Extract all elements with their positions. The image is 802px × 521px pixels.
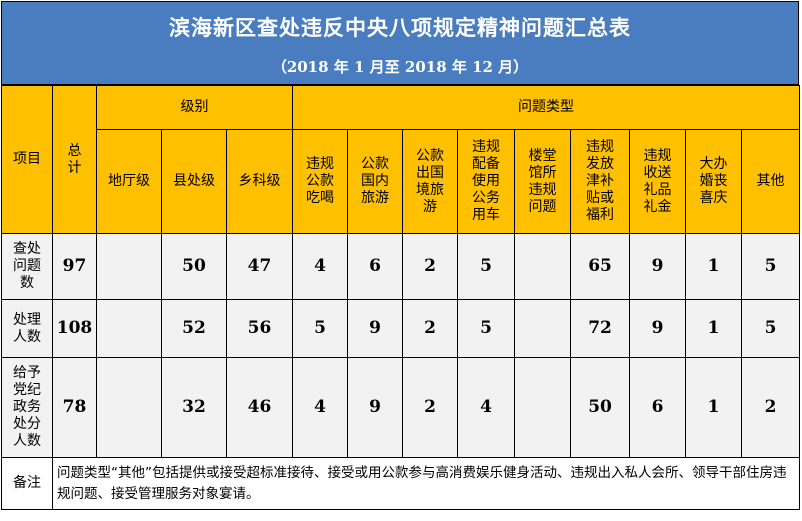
header-type: 楼堂馆所违规问题 xyxy=(514,129,572,234)
header-row-mid: 地厅级 县处级 乡科级 违规公款吃喝 公款国内旅游 公款出国境旅游 违规配备使用… xyxy=(2,129,801,234)
cell-type: 2 xyxy=(402,299,459,358)
cell-total: 78 xyxy=(52,357,97,458)
cell-type: 5 xyxy=(457,299,516,358)
cell-total: 97 xyxy=(52,233,97,300)
cell-type: 1 xyxy=(685,299,743,358)
note-text: 问题类型“其他”包括提供或接受超标准接待、接受或用公款参与高消费娱乐健身活动、违… xyxy=(51,457,801,510)
cell-type: 65 xyxy=(570,233,631,300)
header-type-group: 问题类型 xyxy=(292,85,801,130)
header-project: 项目 xyxy=(1,85,53,234)
header-type: 违规配备使用公务用车 xyxy=(457,129,516,234)
cell-level: 52 xyxy=(161,299,227,358)
title-banner: 滨海新区查处违反中央八项规定精神问题汇总表 （2018 年 1 月至 2018 … xyxy=(1,1,799,85)
cell-total: 108 xyxy=(52,299,97,358)
header-row-top: 项目 总计 级别 问题类型 xyxy=(1,85,801,234)
cell-level xyxy=(96,233,162,300)
header-level: 县处级 xyxy=(161,129,227,234)
note-label: 备注 xyxy=(1,457,53,510)
cell-type: 6 xyxy=(629,357,687,458)
header-type: 公款出国境旅游 xyxy=(402,129,459,234)
table-row: 给予党纪政务处分人数 78 32 46 4 9 2 4 50 6 1 2 xyxy=(1,357,801,458)
cell-level: 46 xyxy=(225,357,294,458)
cell-type: 9 xyxy=(347,357,404,458)
cell-type: 2 xyxy=(402,357,459,458)
cell-type: 50 xyxy=(570,357,631,458)
table-subtitle: （2018 年 1 月至 2018 年 12 月） xyxy=(271,58,529,76)
header-level: 乡科级 xyxy=(225,129,294,234)
cell-level: 50 xyxy=(161,233,227,300)
header-type: 大办婚丧喜庆 xyxy=(685,129,743,234)
cell-type: 9 xyxy=(629,299,687,358)
table-row: 查处问题数 97 50 47 4 6 2 5 65 9 1 5 xyxy=(1,233,801,300)
cell-type: 9 xyxy=(629,233,687,300)
cell-level xyxy=(96,357,162,458)
header-type: 违规收送礼品礼金 xyxy=(629,129,687,234)
cell-type xyxy=(514,233,572,300)
summary-table: 项目 总计 级别 问题类型 地厅级 县处级 乡科级 违规公款吃喝 公款国内旅游 … xyxy=(1,85,801,510)
row-label: 处理人数 xyxy=(1,299,53,358)
header-type: 公款国内旅游 xyxy=(347,129,404,234)
table-row: 处理人数 108 52 56 5 9 2 5 72 9 1 5 xyxy=(1,299,801,358)
cell-type: 4 xyxy=(457,357,516,458)
note-row: 备注 问题类型“其他”包括提供或接受超标准接待、接受或用公款参与高消费娱乐健身活… xyxy=(1,457,801,510)
cell-type: 5 xyxy=(741,233,801,300)
cell-level: 47 xyxy=(225,233,294,300)
cell-type: 9 xyxy=(347,299,404,358)
header-type: 其他 xyxy=(741,129,801,234)
header-total: 总计 xyxy=(52,85,97,234)
cell-type xyxy=(514,357,572,458)
row-label: 给予党纪政务处分人数 xyxy=(1,357,53,458)
cell-type: 5 xyxy=(741,299,801,358)
cell-type: 5 xyxy=(457,233,516,300)
cell-type: 1 xyxy=(685,233,743,300)
cell-level xyxy=(96,299,162,358)
cell-level: 56 xyxy=(225,299,294,358)
cell-level: 32 xyxy=(161,357,227,458)
cell-type: 72 xyxy=(570,299,631,358)
cell-type: 4 xyxy=(292,233,349,300)
cell-type: 2 xyxy=(402,233,459,300)
cell-type: 5 xyxy=(292,299,349,358)
header-level: 地厅级 xyxy=(96,129,162,234)
cell-type: 6 xyxy=(347,233,404,300)
cell-type: 4 xyxy=(292,357,349,458)
cell-type: 1 xyxy=(685,357,743,458)
header-type: 违规发放津补贴或福利 xyxy=(570,129,631,234)
cell-type: 2 xyxy=(741,357,801,458)
table-title: 滨海新区查处违反中央八项规定精神问题汇总表 xyxy=(169,15,631,40)
header-level-group: 级别 xyxy=(95,85,294,130)
header-type: 违规公款吃喝 xyxy=(292,129,349,234)
cell-type xyxy=(514,299,572,358)
row-label: 查处问题数 xyxy=(1,233,53,300)
